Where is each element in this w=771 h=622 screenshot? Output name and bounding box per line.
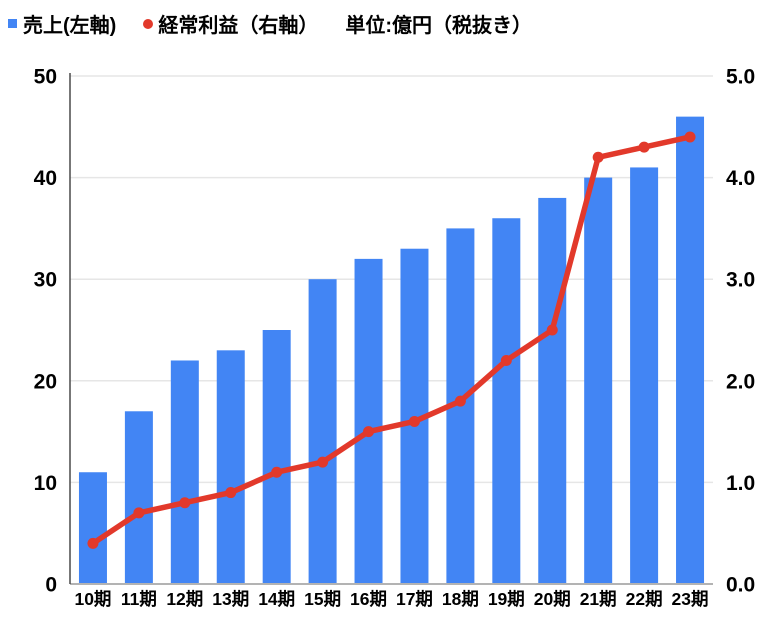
- sales-bar: [492, 218, 521, 585]
- sales-bar: [216, 350, 245, 584]
- x-axis-label: 20期: [534, 589, 571, 609]
- right-axis-tick-label: 1.0: [726, 472, 755, 495]
- x-axis-label: 21期: [580, 589, 617, 609]
- right-axis-tick-label: 2.0: [726, 370, 755, 393]
- sales-bar: [308, 279, 337, 584]
- left-axis-tick-label: 0: [45, 574, 57, 597]
- sales-bar: [124, 411, 153, 584]
- sales-bar: [170, 360, 199, 584]
- x-axis-label: 13期: [212, 589, 249, 609]
- profit-point: [363, 426, 375, 438]
- legend-item-sales: 売上(左軸): [8, 9, 116, 38]
- x-axis-label: 17期: [396, 589, 433, 609]
- x-axis-label: 15期: [304, 589, 341, 609]
- profit-point: [317, 456, 329, 468]
- left-axis-tick-label: 30: [34, 269, 57, 292]
- sales-series-swatch-icon: [8, 19, 17, 28]
- sales-bar: [630, 167, 659, 584]
- sales-bar: [538, 197, 567, 585]
- profit-point: [225, 487, 237, 499]
- x-axis-label: 16期: [350, 589, 387, 609]
- profit-point: [546, 324, 558, 336]
- x-axis-label: 19期: [488, 589, 525, 609]
- profit-point: [271, 466, 283, 478]
- sales-bar: [584, 177, 613, 584]
- x-axis-label: 18期: [442, 589, 479, 609]
- sales-bar: [354, 258, 383, 584]
- profit-point: [500, 354, 512, 366]
- profit-line: [90, 134, 693, 547]
- legend: 売上(左軸) 経常利益（右軸） 単位:億円（税抜き）: [8, 9, 532, 38]
- sales-bar: [262, 330, 291, 584]
- right-axis-tick-label: 4.0: [726, 167, 755, 190]
- profit-series-swatch-icon: [143, 18, 154, 29]
- profit-point: [179, 497, 191, 509]
- profit-series-label: 経常利益（右軸）: [158, 15, 319, 37]
- sales-bar: [676, 116, 705, 584]
- left-axis-tick-label: 20: [34, 370, 57, 393]
- profit-point: [638, 141, 650, 153]
- x-axis-label: 10期: [74, 589, 111, 609]
- unit-note: 単位:億円（税抜き）: [345, 15, 532, 37]
- left-axis-tick-label: 40: [34, 167, 57, 190]
- profit-point: [454, 395, 466, 407]
- right-axis-tick-label: 3.0: [726, 269, 755, 292]
- profit-point: [133, 507, 145, 519]
- x-axis-label: 22期: [626, 589, 663, 609]
- sales-series-label: 売上(左軸): [23, 15, 117, 37]
- legend-item-profit: 経常利益（右軸）: [143, 9, 318, 38]
- left-axis-tick-label: 50: [34, 66, 57, 89]
- left-axis-tick-label: 10: [34, 472, 57, 495]
- profit-point: [684, 131, 696, 143]
- x-axis-label: 12期: [166, 589, 203, 609]
- x-axis-label: 11期: [121, 589, 157, 609]
- sales-bar: [78, 472, 107, 584]
- right-axis-tick-label: 5.0: [726, 66, 755, 89]
- x-axis-label: 14期: [258, 589, 295, 609]
- profit-point: [408, 415, 420, 427]
- right-axis-tick-label: 0.0: [726, 574, 755, 597]
- x-axis-label: 23期: [672, 589, 709, 609]
- profit-point: [87, 537, 99, 549]
- profit-point: [592, 151, 604, 163]
